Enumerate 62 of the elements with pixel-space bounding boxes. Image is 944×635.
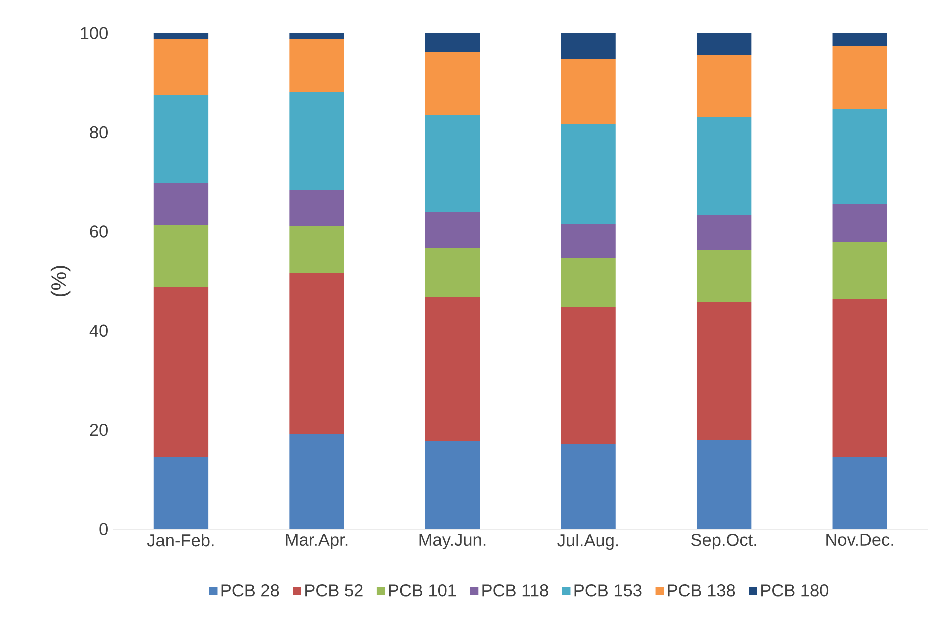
bar [290, 274, 344, 434]
bar [154, 225, 209, 288]
bar [696, 55, 752, 118]
bar [290, 92, 344, 191]
legend-label: PCB 52 [306, 584, 363, 597]
y-tick-label: 60 [90, 226, 108, 238]
bar [832, 34, 888, 46]
bar [832, 242, 888, 300]
legend-label: PCB 138 [668, 584, 736, 597]
y-tick-label: 100 [81, 27, 108, 40]
bar [154, 287, 209, 458]
x-tick-label: Sep.Oct. [692, 534, 756, 550]
bar [290, 39, 344, 93]
bar [154, 39, 209, 96]
bar [561, 444, 616, 530]
bar [154, 96, 209, 184]
y-tick-label: 0 [100, 523, 108, 536]
y-axis-title: (%) [50, 266, 71, 297]
bar [154, 34, 209, 40]
legend-label: PCB 101 [389, 584, 456, 597]
bar [696, 34, 752, 56]
y-tick-label: 20 [90, 424, 108, 436]
legend-label: PCB 153 [574, 584, 642, 597]
bar [290, 190, 344, 226]
legend-label: PCB 118 [482, 584, 548, 597]
bar [832, 299, 888, 458]
bar [425, 52, 480, 116]
bar [290, 226, 344, 274]
x-tick-label: Jan-Feb. [147, 534, 214, 547]
x-tick-label: Nov.Dec. [826, 534, 894, 546]
bar [154, 183, 209, 226]
bar [290, 34, 344, 40]
bar [832, 458, 888, 530]
bar [561, 224, 616, 259]
bar [832, 204, 888, 242]
bar [425, 34, 480, 52]
bar [696, 440, 752, 530]
bar [425, 248, 480, 298]
legend-label: PCB 180 [762, 584, 829, 597]
bar [696, 250, 752, 302]
bar [425, 115, 480, 213]
bar [425, 212, 480, 248]
legend-label: PCB 28 [222, 584, 280, 597]
bar [696, 117, 752, 216]
bar [290, 434, 344, 530]
bar [832, 46, 888, 110]
bar [561, 124, 616, 224]
bar [561, 59, 616, 124]
x-tick-label: May.Jun. [420, 534, 486, 550]
bar [832, 109, 888, 205]
bar [696, 302, 752, 441]
bar [696, 216, 752, 250]
y-tick-label: 80 [90, 126, 108, 139]
y-tick-label: 40 [90, 324, 108, 338]
x-tick-label: Mar.Apr. [286, 534, 348, 550]
x-tick-label: Jul.Aug. [558, 534, 618, 550]
bar [425, 297, 480, 442]
bar [561, 258, 616, 308]
bar [561, 34, 616, 60]
bar [154, 458, 209, 530]
bar [425, 442, 480, 530]
bar [561, 307, 616, 445]
